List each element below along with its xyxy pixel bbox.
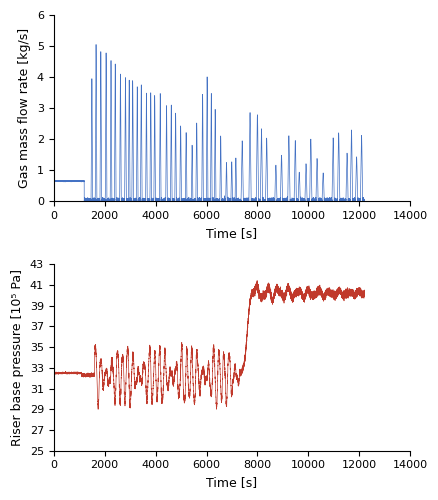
Y-axis label: Gas mass flow rate [kg/s]: Gas mass flow rate [kg/s] xyxy=(18,28,31,188)
Y-axis label: Riser base pressure [10⁵ Pa]: Riser base pressure [10⁵ Pa] xyxy=(11,269,24,446)
X-axis label: Time [s]: Time [s] xyxy=(206,226,257,239)
X-axis label: Time [s]: Time [s] xyxy=(206,476,257,489)
